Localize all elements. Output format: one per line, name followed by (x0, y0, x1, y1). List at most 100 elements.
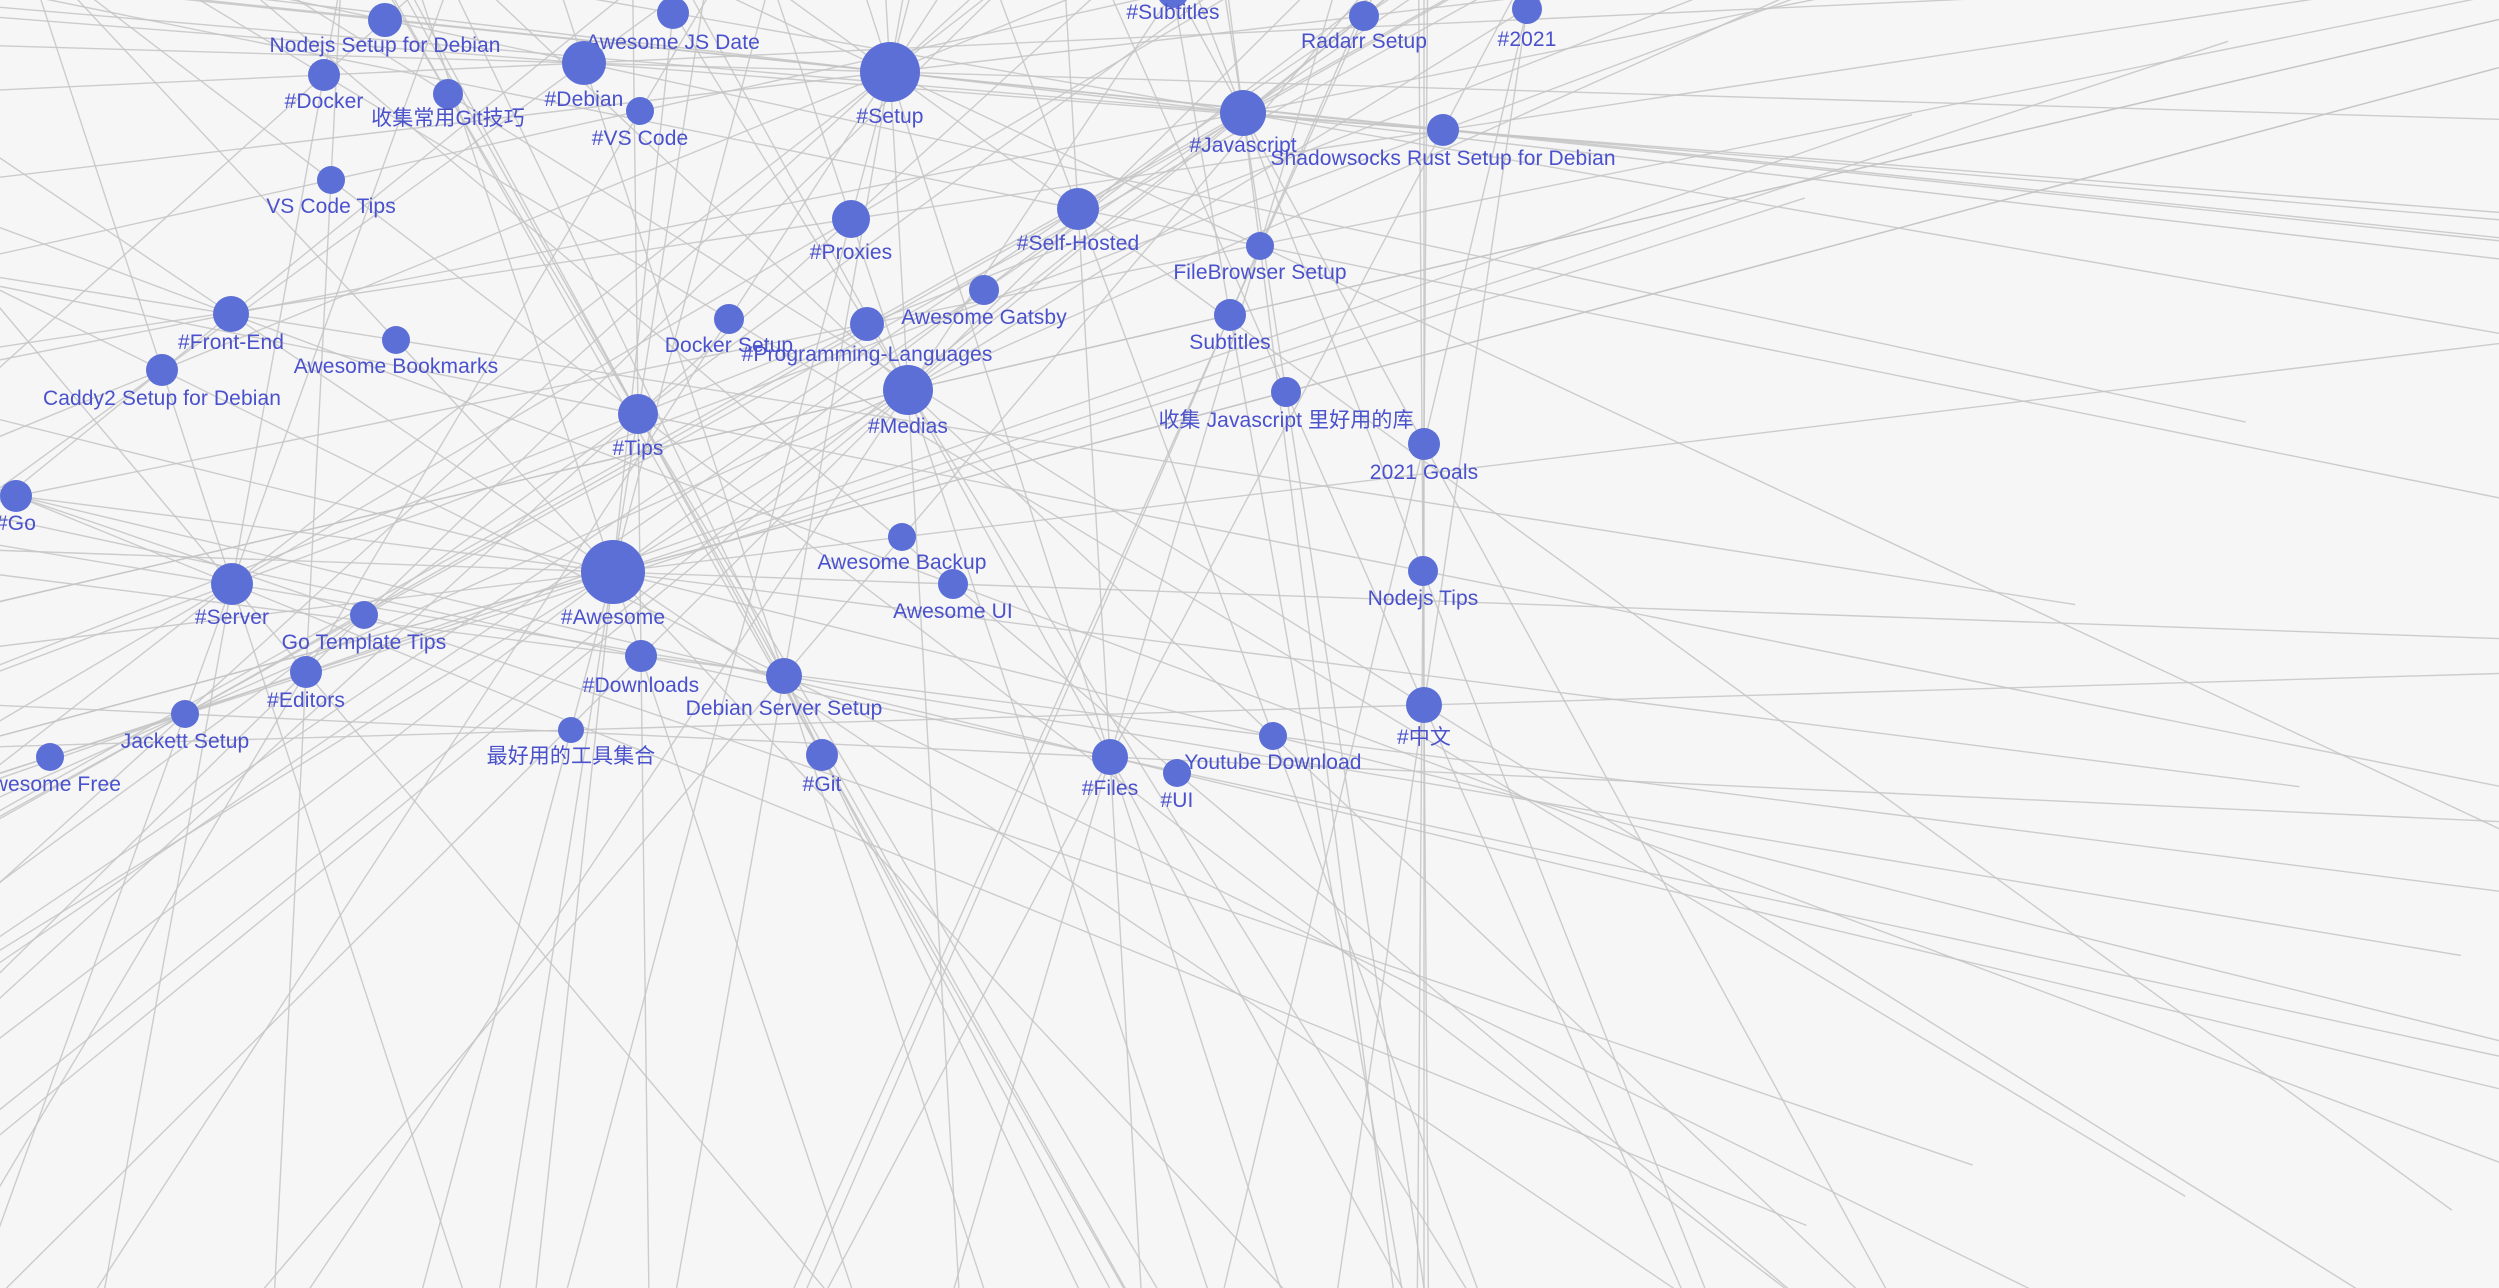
graph-node-y2021-tag[interactable] (1512, 0, 1542, 24)
graph-node-caddy2-setup-for-debian[interactable] (146, 354, 178, 386)
graph-node-docker-tag[interactable] (308, 59, 340, 91)
graph-node-setup-tag[interactable] (860, 42, 920, 102)
graph-edge (0, 0, 1204, 883)
graph-node-files-tag[interactable] (1092, 739, 1128, 775)
graph-edge (0, 0, 1694, 666)
graph-edge (0, 0, 2313, 348)
graph-node-label-self-hosted-tag: #Self-Hosted (1016, 232, 1140, 255)
graph-node-server-tag[interactable] (211, 563, 253, 605)
graph-node-go-template-tips[interactable] (350, 601, 378, 629)
graph-edge (0, 0, 1816, 361)
graph-node-label-js-libs-cn: 收集 Javascript 里好用的库 (1158, 409, 1414, 432)
graph-node-debian-tag[interactable] (562, 41, 606, 85)
graph-edge (535, 0, 676, 1288)
graph-node-awesome-free[interactable] (36, 743, 64, 771)
graph-node-awesome-bookmarks[interactable] (382, 326, 410, 354)
graph-node-go-tag[interactable] (0, 480, 32, 512)
graph-edge (664, 0, 1467, 1288)
graph-edge (0, 0, 1224, 722)
graph-node-git-tag[interactable] (806, 739, 838, 771)
graph-edge (0, 517, 2499, 1057)
graph-node-vs-code-tag[interactable] (626, 97, 654, 125)
graph-node-proxies-tag[interactable] (832, 200, 870, 238)
graph-node-youtube-download[interactable] (1259, 722, 1287, 750)
graph-node-awesome-js-date[interactable] (657, 0, 689, 29)
graph-node-label-jackett-setup: Jackett Setup (120, 730, 250, 753)
graph-edge (1180, 0, 1887, 1288)
graph-node-label-best-tools-cn: 最好用的工具集合 (486, 745, 656, 768)
graph-node-label-nodejs-tips: Nodejs Tips (1367, 587, 1479, 610)
graph-node-front-end-tag[interactable] (213, 296, 249, 332)
graph-edge (0, 704, 2499, 823)
graph-edge (40, 0, 464, 1288)
graph-node-label-files-tag: #Files (1081, 777, 1139, 800)
graph-node-label-javascript-tag: #Javascript (1189, 134, 1297, 157)
graph-edge (999, 0, 1478, 1288)
graph-node-ui-tag[interactable] (1163, 759, 1191, 787)
graph-node-label-awesome-bookmarks: Awesome Bookmarks (293, 355, 499, 378)
graph-edge (0, 0, 1367, 1039)
graph-node-vs-code-tips[interactable] (317, 166, 345, 194)
graph-edge (0, 418, 2499, 1042)
graph-node-downloads-tag[interactable] (625, 640, 657, 672)
graph-edge (1227, 0, 1394, 1288)
graph-edge (0, 113, 1913, 779)
graph-node-programming-languages[interactable] (850, 307, 884, 341)
graph-node-editors-tag[interactable] (290, 656, 322, 688)
graph-node-self-hosted-tag[interactable] (1057, 188, 1099, 230)
graph-node-debian-server-setup[interactable] (766, 658, 802, 694)
graph-node-label-awesome-tag: #Awesome (560, 606, 666, 629)
graph-node-awesome-ui[interactable] (938, 569, 968, 599)
graph-node-js-libs-cn[interactable] (1271, 377, 1301, 407)
graph-edge (0, 493, 2300, 788)
graph-node-medias-tag[interactable] (883, 365, 933, 415)
graph-edge (0, 0, 2474, 500)
graph-node-awesome-tag[interactable] (581, 540, 645, 604)
graph-edge (777, 0, 1209, 1288)
graph-edge (1416, 0, 1429, 1288)
graph-node-awesome-backup[interactable] (888, 523, 916, 551)
graph-node-best-tools-cn[interactable] (558, 717, 584, 743)
graph-node-jackett-setup[interactable] (171, 700, 199, 728)
graph-node-radarr-setup[interactable] (1349, 1, 1379, 31)
graph-edge (289, 0, 2246, 423)
graph-node-git-tips-cn[interactable] (433, 79, 463, 109)
graph-node-nodejs-setup-for-debian[interactable] (368, 3, 402, 37)
graph-edge (0, 289, 2030, 1288)
graph-node-javascript-tag[interactable] (1220, 90, 1266, 136)
graph-edge (1197, 0, 1706, 1288)
graph-node-awesome-gatsby[interactable] (969, 275, 999, 305)
graph-edge (1065, 0, 1142, 1288)
graph-node-filebrowser-setup[interactable] (1246, 232, 1274, 260)
graph-node-label-git-tips-cn: 收集常用Git技巧 (371, 107, 525, 130)
graph-node-label-awesome-free: Awesome Free (0, 773, 122, 796)
graph-edge (0, 672, 2499, 748)
graph-node-subtitles-tag[interactable] (1157, 0, 1189, 8)
graph-node-shadowsocks-rust-setup[interactable] (1427, 114, 1459, 146)
graph-node-label-setup-tag: #Setup (856, 105, 924, 128)
graph-node-label-youtube-download: Youtube Download (1184, 751, 1362, 774)
graph-node-label-caddy2-setup-for-debian: Caddy2 Setup for Debian (42, 387, 282, 410)
graph-node-label-medias-tag: #Medias (867, 415, 949, 438)
graph-node-goals-2021[interactable] (1408, 428, 1440, 460)
graph-node-subtitles-node[interactable] (1214, 299, 1246, 331)
graph-node-label-server-tag: #Server (194, 606, 270, 629)
graph-edge (885, 0, 960, 1288)
graph-node-zhongwen-tag[interactable] (1406, 687, 1442, 723)
graph-edge (675, 0, 904, 1288)
graph-node-nodejs-tips[interactable] (1408, 556, 1438, 586)
graph-edge (104, 0, 339, 1288)
graph-edge (1223, 0, 1530, 1288)
graph-edge (96, 0, 938, 1288)
graph-edge (0, 0, 1068, 438)
graph-node-tips-tag[interactable] (618, 394, 658, 434)
graph-node-label-debian-server-setup: Debian Server Setup (685, 697, 883, 720)
graph-edge (0, 157, 1675, 1288)
graph-node-docker-setup[interactable] (714, 304, 744, 334)
